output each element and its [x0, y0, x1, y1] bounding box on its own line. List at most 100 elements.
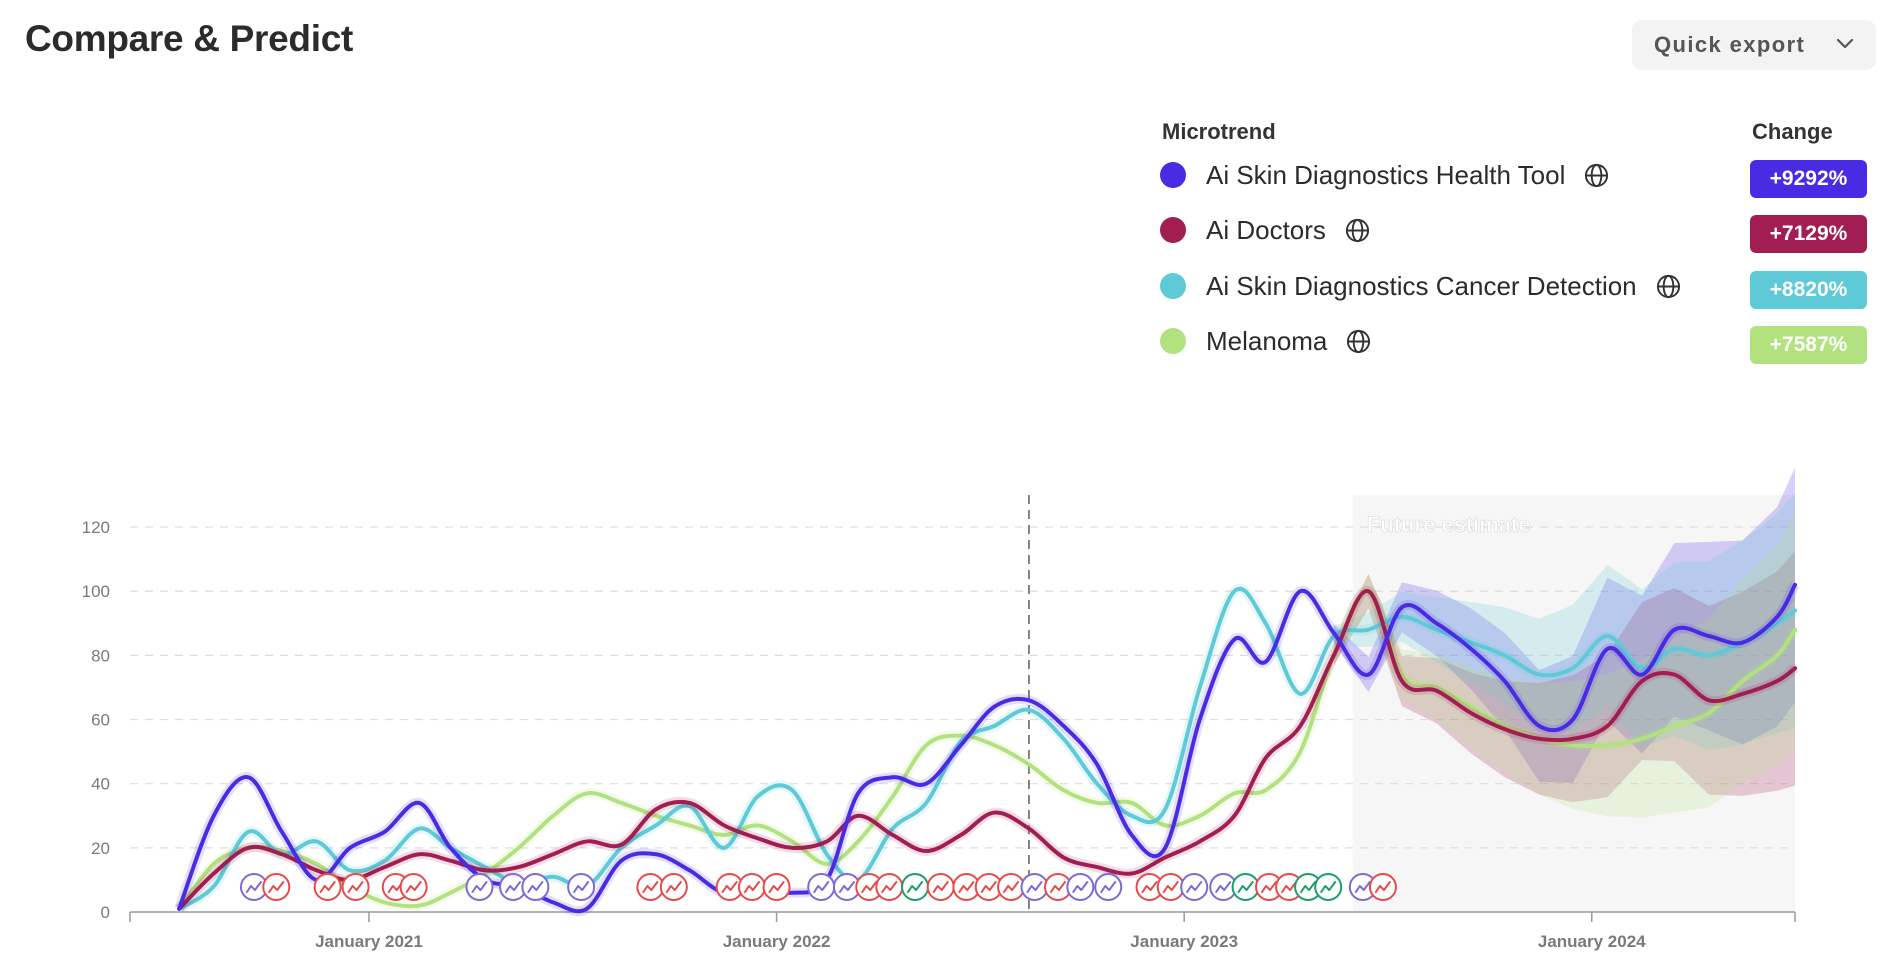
event-marker[interactable] [875, 873, 904, 901]
event-marker[interactable] [567, 873, 596, 901]
trend-up-icon [861, 881, 878, 893]
event-marker[interactable] [465, 873, 494, 901]
trend-up-icon [1072, 881, 1089, 893]
trend-up-icon [721, 881, 738, 893]
trend-up-icon [932, 881, 949, 893]
event-marker[interactable] [1066, 873, 1095, 901]
legend-item[interactable]: Ai Skin Diagnostics Cancer Detection [1160, 268, 1682, 304]
trend-up-icon [980, 881, 997, 893]
globe-icon[interactable] [1583, 162, 1610, 189]
event-marker[interactable] [659, 873, 688, 901]
trend-up-icon [1261, 881, 1278, 893]
event-marker-circle [807, 873, 836, 901]
globe-icon[interactable] [1655, 273, 1682, 300]
trend-up-icon [347, 881, 364, 893]
chevron-down-icon [1836, 38, 1854, 49]
y-tick-label: 40 [91, 775, 110, 794]
event-marker[interactable] [1314, 873, 1343, 901]
event-marker[interactable] [1348, 873, 1377, 901]
trend-up-icon [813, 881, 830, 893]
y-tick-label: 60 [91, 711, 110, 730]
trend-up-icon [268, 881, 285, 893]
legend-item-name: Ai Skin Diagnostics Health Tool [1206, 159, 1566, 190]
y-tick-label: 0 [101, 903, 110, 922]
trend-up-icon [838, 881, 855, 893]
event-marker[interactable] [341, 873, 370, 901]
event-marker[interactable] [1156, 873, 1185, 901]
event-marker-circle [926, 873, 955, 901]
legend-item[interactable]: Ai Doctors [1160, 212, 1371, 248]
event-marker[interactable] [738, 873, 767, 901]
event-marker[interactable] [952, 873, 981, 901]
event-marker[interactable] [1020, 873, 1049, 901]
event-marker[interactable] [1368, 873, 1397, 901]
event-marker[interactable] [262, 873, 291, 901]
trend-up-icon [1281, 881, 1298, 893]
legend-item[interactable]: Ai Skin Diagnostics Health Tool [1160, 157, 1610, 193]
legend-item[interactable]: Melanoma [1160, 323, 1372, 359]
event-marker-circle [262, 873, 291, 901]
legend-change-header: Change [1752, 119, 1833, 144]
event-marker[interactable] [1231, 873, 1260, 901]
event-marker-circle [465, 873, 494, 901]
event-marker[interactable] [901, 873, 930, 901]
event-marker-circle [636, 873, 665, 901]
event-marker-circle [1368, 873, 1397, 901]
event-marker-circle [567, 873, 596, 901]
trend-up-icon [1049, 881, 1066, 893]
trend-up-icon [1186, 881, 1203, 893]
event-marker[interactable] [521, 873, 550, 901]
event-marker-circle [1020, 873, 1049, 901]
event-marker[interactable] [1094, 873, 1123, 901]
trend-up-icon [907, 881, 924, 893]
trend-up-icon [505, 881, 522, 893]
trend-up-icon [319, 881, 336, 893]
event-marker[interactable] [1043, 873, 1072, 901]
future-estimate-label: Future estimate [1367, 512, 1531, 537]
legend-microtrend-header: Microtrend [1162, 119, 1276, 144]
x-tick-label: January 2021 [315, 932, 423, 951]
event-marker-circle [901, 873, 930, 901]
trend-up-icon [1003, 881, 1020, 893]
y-tick-label: 120 [82, 518, 110, 537]
event-marker-circle [1156, 873, 1185, 901]
trend-up-icon [744, 881, 761, 893]
globe-icon[interactable] [1344, 217, 1371, 244]
legend-item-name: Ai Doctors [1206, 214, 1326, 245]
globe-icon[interactable] [1345, 328, 1372, 355]
x-tick-label: January 2024 [1538, 932, 1646, 951]
y-tick-label: 100 [82, 582, 110, 601]
trend-up-icon [1100, 881, 1117, 893]
event-marker-circle [341, 873, 370, 901]
trend-up-icon [245, 881, 262, 893]
event-marker-circle [399, 873, 428, 901]
trend-up-icon [1300, 881, 1317, 893]
event-marker[interactable] [832, 873, 861, 901]
event-marker[interactable] [1180, 873, 1209, 901]
series-line [177, 589, 1797, 911]
event-marker[interactable] [1135, 873, 1164, 901]
legend-item-name: Ai Skin Diagnostics Cancer Detection [1206, 270, 1637, 301]
quick-export-dropdown[interactable]: Quick export [1632, 20, 1876, 70]
trend-up-icon [1026, 881, 1043, 893]
trend-up-icon [471, 881, 488, 893]
quick-export-label: Quick export [1654, 32, 1806, 57]
trend-up-icon [405, 881, 422, 893]
event-marker-circle [1231, 873, 1260, 901]
event-marker[interactable] [997, 873, 1026, 901]
forecast-band [1333, 512, 1795, 818]
event-marker[interactable] [762, 873, 791, 901]
change-badge: +9292% [1750, 160, 1867, 198]
forecast-band [1333, 550, 1795, 803]
event-marker[interactable] [399, 873, 428, 901]
event-marker[interactable] [807, 873, 836, 901]
event-marker[interactable] [636, 873, 665, 901]
event-marker-circle [875, 873, 904, 901]
event-marker[interactable] [926, 873, 955, 901]
event-marker-circle [997, 873, 1026, 901]
trend-up-icon [1374, 881, 1391, 893]
trend-up-icon [881, 881, 898, 893]
event-marker[interactable] [313, 873, 342, 901]
trend-up-icon [573, 881, 590, 893]
